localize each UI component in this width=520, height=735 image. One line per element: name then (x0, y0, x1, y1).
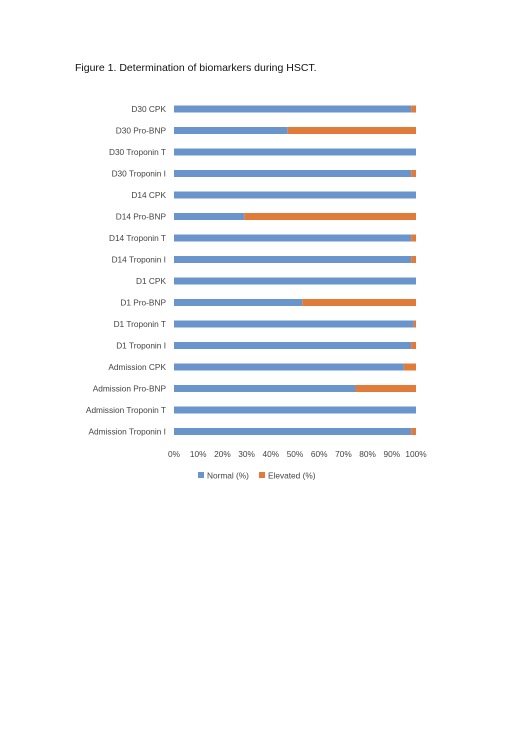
x-tick-labels: 0% 10% 20% 30% 40% 50% 60% 70% 80% 90% 100% (168, 449, 427, 459)
x-tick-label: 10% (190, 449, 207, 459)
bar-segment-normal (174, 191, 416, 199)
bar-segment-normal (174, 148, 416, 156)
bar-segment-normal (174, 342, 412, 349)
category-label: D14 CPK (131, 190, 166, 200)
x-tick-label: 30% (238, 449, 255, 459)
bar-segment-normal (174, 363, 404, 371)
category-label: Admission Troponin T (86, 405, 166, 415)
category-label: D14 Pro-BNP (116, 212, 167, 222)
figure-caption: Figure 1. Determination of biomarkers du… (75, 62, 317, 74)
bar-segment-elevated (413, 320, 416, 328)
bar-segment-normal (174, 428, 412, 435)
category-label: D14 Troponin I (112, 255, 166, 265)
category-label: D1 CPK (136, 276, 166, 286)
x-tick-label: 20% (214, 449, 231, 459)
legend-label-normal: Normal (%) (207, 471, 249, 481)
bar-segment-normal (174, 406, 416, 414)
category-label: Admission Pro-BNP (93, 384, 167, 394)
legend: Normal (%) Elevated (%) (198, 471, 316, 481)
legend-label-elevated: Elevated (%) (268, 471, 316, 481)
bar-segment-elevated (411, 256, 416, 263)
bar-segment-normal (174, 256, 412, 263)
bar-segment-elevated (287, 127, 416, 134)
category-label: D14 Troponin T (109, 233, 166, 243)
category-label: D30 Troponin T (109, 147, 166, 157)
x-tick-label: 70% (335, 449, 352, 459)
category-label: Admission Troponin I (89, 427, 166, 437)
category-labels: D30 CPK D30 Pro-BNP D30 Troponin T D30 Trop… (86, 104, 167, 437)
bar-segment-normal (174, 385, 356, 392)
x-tick-label: 60% (311, 449, 328, 459)
bar-segment-elevated (355, 385, 416, 392)
legend-swatch-elevated (259, 472, 265, 478)
x-tick-label: 0% (168, 449, 181, 459)
bar-segment-elevated (302, 299, 416, 306)
bar-segment-normal (174, 299, 303, 306)
bar-segment-elevated (411, 428, 416, 435)
category-label: D1 Pro-BNP (120, 298, 166, 308)
category-label: D1 Troponin T (114, 319, 166, 329)
x-tick-label: 100% (405, 449, 427, 459)
bar-segment-normal (174, 105, 412, 113)
legend-swatch-normal (198, 472, 204, 478)
bar-segment-elevated (403, 363, 416, 371)
bar-segment-normal (174, 320, 414, 328)
category-label: D30 Troponin I (112, 169, 166, 179)
bar-segment-elevated (411, 234, 416, 242)
x-tick-label: 80% (359, 449, 376, 459)
bar-segment-normal (174, 277, 416, 285)
bar-segment-elevated (411, 170, 416, 177)
bar-segment-normal (174, 170, 412, 177)
bars-group (174, 105, 416, 435)
bar-segment-normal (174, 234, 412, 242)
x-tick-label: 40% (262, 449, 279, 459)
x-tick-label: 90% (383, 449, 400, 459)
bar-segment-elevated (411, 342, 416, 349)
bar-segment-elevated (411, 105, 416, 113)
bar-segment-elevated (244, 213, 416, 220)
bar-segment-normal (174, 213, 245, 220)
x-tick-label: 50% (287, 449, 304, 459)
bar-segment-normal (174, 127, 288, 134)
category-label: D1 Troponin I (116, 341, 166, 351)
category-label: Admission CPK (108, 362, 166, 372)
category-label: D30 CPK (131, 104, 166, 114)
category-label: D30 Pro-BNP (116, 126, 167, 136)
